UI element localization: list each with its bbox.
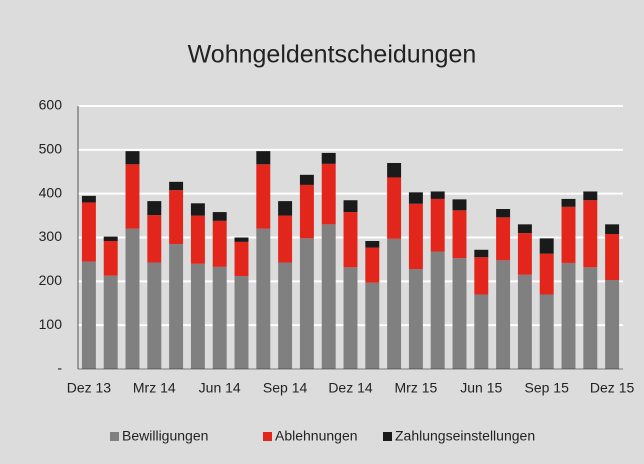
- bar-segment: [169, 244, 184, 369]
- bar-segment: [147, 201, 162, 216]
- bar-segment: [147, 262, 162, 369]
- bar-segment: [278, 201, 293, 216]
- bar-segment: [452, 210, 467, 259]
- bar-segment: [321, 224, 336, 369]
- bar-segment: [321, 152, 336, 164]
- bar-segment: [387, 162, 402, 178]
- y-tick-label: 500: [39, 141, 63, 157]
- x-tick-label: Sep 15: [525, 380, 570, 396]
- bar-segment: [430, 251, 445, 369]
- bar-segment: [365, 247, 380, 283]
- bar-segment: [169, 181, 184, 191]
- bar-segment: [430, 191, 445, 199]
- bar-segment: [190, 215, 205, 264]
- bar-segment: [125, 164, 140, 229]
- bar-segment: [212, 266, 227, 369]
- bar-segment: [539, 294, 554, 369]
- y-tick-label: 600: [39, 97, 63, 113]
- bar-segment: [430, 198, 445, 252]
- bar-segment: [452, 199, 467, 211]
- y-tick-label: 300: [39, 228, 63, 244]
- chart-title: Wohngeldentscheidungen: [188, 41, 477, 69]
- bar-segment: [496, 260, 511, 369]
- bar-segment: [583, 267, 598, 369]
- bar-segment: [299, 184, 314, 239]
- bar-segment: [190, 203, 205, 216]
- bar-segment: [539, 253, 554, 295]
- x-tick-label: Sep 14: [263, 380, 308, 396]
- legend-label: Zahlungseinstellungen: [395, 428, 535, 444]
- y-tick-label: 100: [39, 316, 63, 332]
- bar-segment: [234, 241, 249, 277]
- bar-segment: [169, 190, 184, 245]
- bar-segment: [583, 191, 598, 201]
- bar-segment: [278, 262, 293, 369]
- y-tick-label: 400: [39, 184, 63, 200]
- bar-segment: [365, 241, 380, 248]
- bar-segment: [517, 233, 532, 275]
- bar-segment: [387, 177, 402, 239]
- bar-segment: [605, 280, 620, 369]
- bar-segment: [256, 228, 271, 369]
- bar-segment: [583, 200, 598, 268]
- bar-segment: [561, 198, 576, 207]
- bar-segment: [474, 257, 489, 295]
- bar-segment: [343, 212, 358, 268]
- bar-segment: [408, 203, 423, 270]
- bar-segment: [212, 212, 227, 221]
- legend-swatch: [383, 432, 392, 441]
- bar-segment: [125, 228, 140, 369]
- bar-segment: [408, 192, 423, 204]
- y-tick-label: -: [57, 360, 62, 376]
- bar-segment: [343, 200, 358, 213]
- bar-segment: [517, 274, 532, 369]
- bar-segment: [234, 276, 249, 369]
- bar-segment: [387, 238, 402, 369]
- legend-label: Ablehnungen: [275, 428, 358, 444]
- bar-segment: [605, 233, 620, 281]
- bar-segment: [517, 224, 532, 234]
- bar-segment: [321, 163, 336, 225]
- legend-swatch: [110, 432, 119, 441]
- x-tick-label: Dez 15: [590, 380, 635, 396]
- bar-segment: [103, 241, 118, 276]
- bar-segment: [103, 236, 118, 242]
- bar-segment: [539, 238, 554, 254]
- bar-segment: [561, 206, 576, 263]
- x-tick-label: Jun 15: [460, 380, 502, 396]
- bar-segment: [190, 263, 205, 369]
- legend-swatch: [263, 432, 272, 441]
- bar-segment: [81, 195, 96, 203]
- bar-segment: [125, 151, 140, 165]
- bar-segment: [212, 220, 227, 267]
- bar-segment: [474, 294, 489, 369]
- bar-segment: [299, 174, 314, 185]
- bar-segment: [496, 217, 511, 261]
- bar-segment: [103, 275, 118, 369]
- bar-segment: [278, 215, 293, 263]
- y-tick-label: 200: [39, 272, 63, 288]
- x-tick-label: Dez 13: [67, 380, 112, 396]
- bar-segment: [343, 267, 358, 369]
- bar-segment: [474, 249, 489, 258]
- bar-segment: [452, 258, 467, 369]
- bar-segment: [256, 164, 271, 229]
- bar-segment: [496, 209, 511, 218]
- bar-segment: [234, 237, 249, 242]
- x-tick-label: Jun 14: [199, 380, 241, 396]
- bar-segment: [256, 151, 271, 165]
- bar-segment: [147, 215, 162, 263]
- bar-segment: [299, 238, 314, 369]
- x-tick-label: Mrz 14: [133, 380, 176, 396]
- x-tick-label: Dez 14: [328, 380, 373, 396]
- legend-label: Bewilligungen: [122, 428, 208, 444]
- bar-segment: [365, 282, 380, 369]
- bar-segment: [605, 224, 620, 234]
- bar-segment: [408, 269, 423, 369]
- bar-segment: [81, 202, 96, 262]
- bar-segment: [81, 261, 96, 369]
- x-tick-label: Mrz 15: [395, 380, 438, 396]
- bar-segment: [561, 262, 576, 369]
